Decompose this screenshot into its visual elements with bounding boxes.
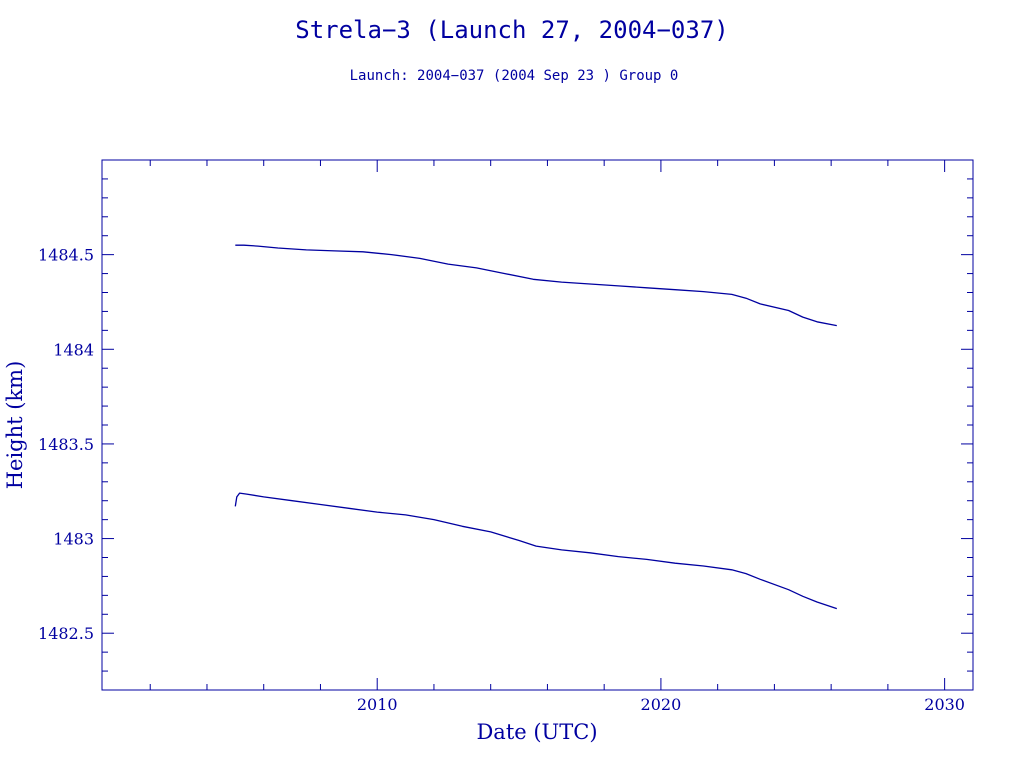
upper-height-line [235, 244, 837, 327]
axis-ticks [102, 159, 973, 691]
data-series [234, 244, 838, 610]
x-axis-title: Date (UTC) [476, 720, 597, 744]
x-tick-label: 2020 [641, 695, 682, 714]
y-axis-title: Height (km) [3, 361, 27, 490]
y-tick-label: 1483 [53, 530, 94, 549]
y-tick-label: 1482.5 [38, 624, 94, 643]
lower-height-line [234, 492, 838, 610]
y-tick-label: 1483.5 [38, 435, 94, 454]
chart-subtitle: Launch: 2004−037 (2004 Sep 23 ) Group 0 [350, 68, 679, 84]
y-tick-label: 1484.5 [38, 246, 94, 265]
plot-frame [101, 159, 974, 691]
axis-tick-labels: 2010 2020 2030 1482.5 1483 1483.5 1484 1484.5 [38, 246, 965, 714]
x-tick-label: 2010 [357, 695, 398, 714]
chart-title: Strela−3 (Launch 27, 2004−037) [295, 16, 728, 44]
y-tick-label: 1484 [53, 340, 94, 359]
x-tick-label: 2030 [924, 695, 965, 714]
